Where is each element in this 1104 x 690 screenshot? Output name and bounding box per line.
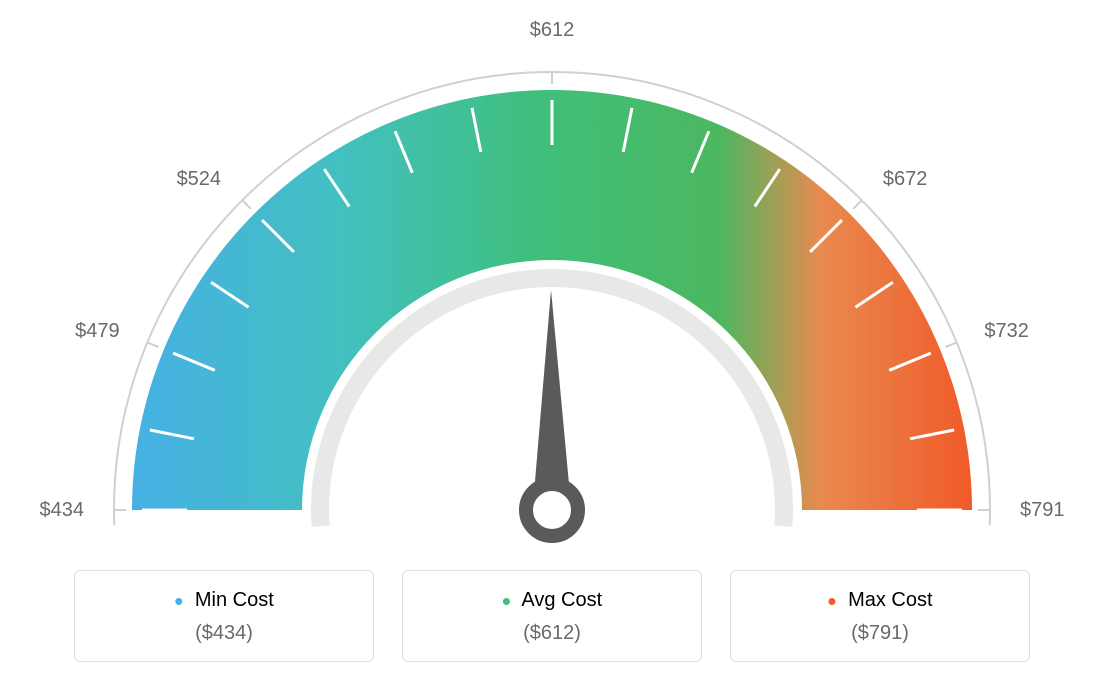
dot-icon: • [827, 586, 836, 616]
gauge-tick-label: $434 [40, 499, 85, 521]
gauge-area: $434 $479 $524 $612 $672 $732 $791 [0, 0, 1104, 560]
legend-label: Avg Cost [521, 589, 602, 611]
legend-label: Min Cost [195, 589, 274, 611]
gauge-tick-label: $524 [177, 168, 222, 190]
gauge-svg: $434 $479 $524 $612 $672 $732 $791 [0, 0, 1104, 560]
legend-value-avg: ($612) [403, 622, 701, 645]
gauge-tick-label: $479 [75, 320, 120, 342]
gauge-tick-label: $612 [530, 19, 575, 41]
gauge-tick-label: $732 [984, 320, 1029, 342]
gauge-tick-label: $791 [1020, 499, 1065, 521]
legend-title-min: • Min Cost [75, 589, 373, 612]
legend-title-max: • Max Cost [731, 589, 1029, 612]
dot-icon: • [174, 586, 183, 616]
legend-label: Max Cost [848, 589, 932, 611]
legend-card-min: • Min Cost ($434) [74, 570, 374, 662]
legend-card-max: • Max Cost ($791) [730, 570, 1030, 662]
cost-gauge-chart: $434 $479 $524 $612 $672 $732 $791 • Min Cost … [0, 0, 1104, 690]
gauge-hub [526, 484, 578, 536]
legend-row: • Min Cost ($434) • Avg Cost ($612) • Ma… [0, 570, 1104, 662]
legend-value-max: ($791) [731, 622, 1029, 645]
dot-icon: • [502, 586, 511, 616]
legend-title-avg: • Avg Cost [403, 589, 701, 612]
legend-value-min: ($434) [75, 622, 373, 645]
legend-card-avg: • Avg Cost ($612) [402, 570, 702, 662]
gauge-tick-label: $672 [883, 168, 928, 190]
